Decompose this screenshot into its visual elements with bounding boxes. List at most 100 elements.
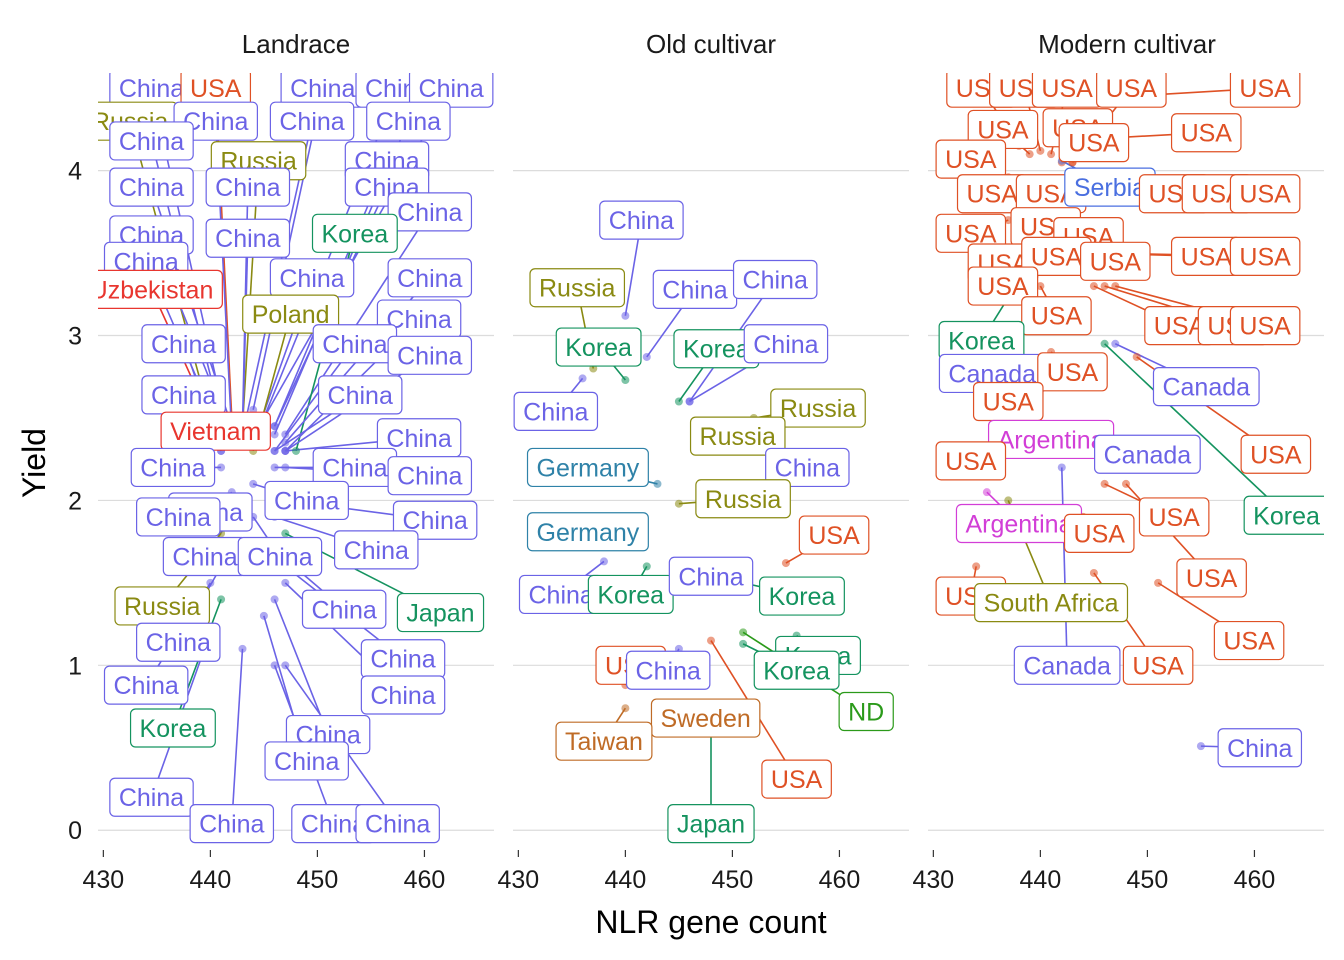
y-tick-label: 0	[68, 817, 82, 845]
label-box: USA	[798, 515, 870, 555]
point-label: Korea	[565, 334, 632, 362]
data-point	[972, 562, 981, 571]
label-background	[838, 691, 894, 732]
point-label: Serbia	[1074, 174, 1146, 202]
panel-content: USAUSAUSAUSAUSAUSAUSAUSAUSAUSAUSAUSASerb…	[935, 73, 1324, 768]
point-label: China	[119, 174, 184, 202]
point-label: USA	[945, 146, 997, 174]
data-point	[281, 438, 290, 447]
x-axis-title: NLR gene count	[595, 904, 826, 940]
label-background	[967, 266, 1039, 306]
label-box: Canada	[1013, 645, 1121, 685]
label-box: China	[599, 200, 684, 240]
x-tick-label: 430	[82, 866, 124, 894]
label-background	[513, 391, 599, 431]
point-label: China	[397, 265, 462, 293]
leader-line	[241, 238, 249, 435]
label-box: China	[518, 574, 604, 615]
label-box: China	[109, 167, 194, 207]
point-label: Germany	[537, 519, 640, 547]
point-label: Argentina	[965, 511, 1072, 539]
label-box: China	[130, 447, 216, 488]
point-label: China	[172, 543, 237, 571]
point-label: Russia	[124, 593, 201, 621]
label-box: Taiwan	[555, 721, 653, 761]
label-background	[759, 576, 845, 616]
label-box: USA	[1031, 73, 1103, 108]
label-background	[695, 479, 791, 519]
label-background	[141, 324, 226, 364]
label-background	[136, 497, 221, 537]
label-background	[173, 101, 258, 141]
point-label: USA	[1239, 181, 1291, 209]
label-box: China	[301, 589, 387, 629]
point-label: China	[775, 454, 840, 482]
facet-title-modern-cultivar: Modern cultivar	[1038, 29, 1216, 59]
point-label: China	[119, 784, 184, 812]
point-label: USA	[1068, 130, 1120, 158]
labels: USAUSAUSAUSAUSAUSAUSAUSAUSAUSAUSAUSASerb…	[935, 73, 1324, 768]
point-label: Korea	[597, 581, 664, 609]
label-background	[1176, 558, 1247, 598]
point-label: South Africa	[984, 590, 1119, 618]
x-tick-label: 450	[712, 866, 754, 894]
point-label: China	[397, 342, 462, 370]
point-label: China	[344, 537, 409, 565]
point-label: China	[370, 646, 435, 674]
point-label: China	[290, 75, 355, 103]
data-point	[1089, 282, 1098, 291]
label-background	[689, 416, 786, 456]
label-box: Sweden	[650, 698, 761, 738]
label-box: USA	[1213, 620, 1285, 661]
point-label: USA	[1186, 565, 1238, 593]
label-box: USA	[761, 759, 832, 799]
label-background	[360, 675, 446, 715]
point-label: USA	[1181, 120, 1233, 148]
label-box: USA	[1063, 513, 1135, 554]
label-box: USA	[1021, 296, 1092, 336]
facet-titles: Landrace Old cultivar Modern cultivar	[242, 29, 1216, 59]
label-box: Russia	[529, 268, 626, 308]
label-background	[387, 258, 473, 298]
label-box: China	[408, 73, 494, 108]
label-box: USA	[935, 139, 1007, 179]
point-label: Canada	[1104, 441, 1192, 469]
point-label: Korea	[948, 327, 1015, 355]
label-background	[770, 388, 866, 428]
data-point	[1196, 742, 1205, 751]
data-point	[259, 611, 268, 620]
label-box: Japan	[396, 592, 485, 633]
label-background	[765, 447, 850, 488]
x-tick-label: 450	[297, 866, 339, 894]
data-point	[270, 422, 279, 431]
label-background	[625, 650, 711, 690]
data-point	[206, 578, 215, 587]
label-background	[1229, 236, 1301, 276]
point-label: Russia	[705, 486, 782, 514]
x-tick-label: 430	[497, 866, 539, 894]
point-label: USA	[1239, 243, 1291, 271]
data-point	[599, 557, 608, 566]
label-background	[1229, 306, 1301, 346]
label-background	[269, 101, 355, 141]
label-box: Korea	[759, 576, 845, 616]
point-label: China	[523, 398, 588, 426]
label-box: China	[513, 391, 599, 431]
label-background	[242, 294, 340, 334]
label-box: Korea	[1243, 495, 1324, 535]
label-background	[98, 269, 223, 309]
leader-line	[230, 648, 244, 824]
label-background	[205, 167, 291, 207]
label-box: Argentina	[955, 503, 1083, 544]
y-axis-ticks: 0 1 2 3 4	[68, 158, 82, 846]
label-box: China	[387, 192, 473, 232]
point-label: China	[386, 306, 451, 334]
label-background	[753, 650, 840, 690]
labels: ChinaUSAChinaChinaChinaRussiaChinaChinaC…	[98, 73, 494, 844]
data-point	[642, 562, 651, 571]
point-label: China	[119, 75, 184, 103]
label-box: China	[141, 324, 226, 364]
point-label: China	[183, 108, 248, 136]
label-background	[761, 759, 832, 799]
data-point	[270, 661, 279, 670]
